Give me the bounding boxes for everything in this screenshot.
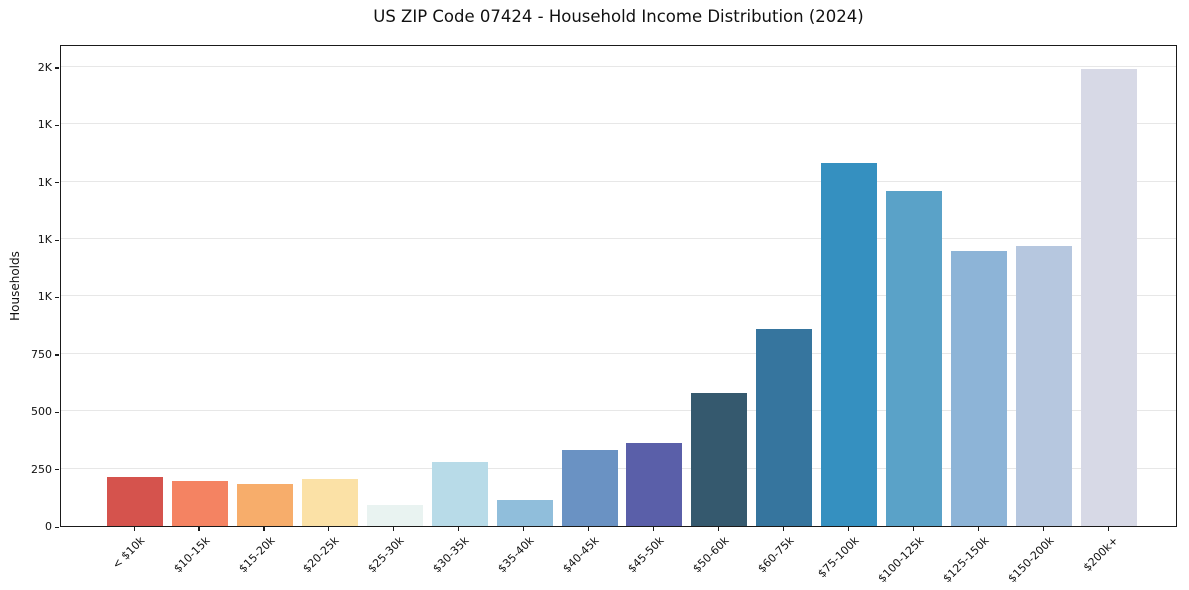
bar-$60-75k xyxy=(756,329,813,526)
y-tick-label: 500 xyxy=(31,405,52,419)
x-tick-mark xyxy=(263,527,265,531)
x-tick-label-text: $100-125k xyxy=(875,534,927,586)
x-tick-label-text: $35-40k xyxy=(495,534,537,576)
chart-title: US ZIP Code 07424 - Household Income Dis… xyxy=(373,7,864,26)
bar-$10-15k xyxy=(171,481,228,526)
y-tick-label: 0 xyxy=(45,520,52,533)
y-tick-mark xyxy=(55,411,59,413)
bar-$125-150k xyxy=(951,250,1008,526)
x-tick-mark xyxy=(1107,527,1109,531)
plot-area xyxy=(60,45,1177,527)
x-tick-label-text: $10-15k xyxy=(170,534,213,576)
y-tick-label: 250 xyxy=(31,462,52,476)
x-tick-mark xyxy=(458,527,460,531)
y-axis-label: Households xyxy=(8,251,22,321)
gridline xyxy=(61,123,1176,125)
x-tick-label-text: $25-30k xyxy=(365,534,407,576)
x-tick-label-text: $75-100k xyxy=(815,534,862,581)
y-tick-label: 1K xyxy=(37,233,52,247)
x-tick-mark xyxy=(198,527,200,531)
bar-$150-200k xyxy=(1016,246,1073,526)
bar-$15-20k xyxy=(236,483,293,526)
y-tick-label: 1K xyxy=(37,118,52,132)
x-tick-label-text: $20-25k xyxy=(300,534,342,576)
x-tick-mark xyxy=(523,527,525,531)
x-tick-label-text: $40-45k xyxy=(560,534,602,576)
x-tick-label-text: $30-35k xyxy=(430,534,472,576)
y-tick-label: 750 xyxy=(31,347,52,361)
bar-$75-100k xyxy=(821,163,878,526)
x-tick-label-text: < $10k xyxy=(109,534,148,572)
y-tick-mark xyxy=(55,296,59,299)
y-tick-mark xyxy=(55,526,59,528)
x-tick-mark xyxy=(717,527,720,531)
y-tick-label: 2K xyxy=(37,60,52,74)
x-tick-mark xyxy=(1042,527,1044,531)
bar-$200k+ xyxy=(1081,69,1137,526)
x-tick-mark xyxy=(328,527,330,531)
gridline xyxy=(61,65,1176,67)
bar-$25-30k xyxy=(366,505,423,526)
gridline xyxy=(61,410,1176,412)
x-tick-label-text: $45-50k xyxy=(625,534,667,576)
x-tick-mark xyxy=(782,527,785,531)
x-tick-label-text: $15-20k xyxy=(235,534,278,576)
y-tick-mark xyxy=(55,67,59,69)
bar-$40-45k xyxy=(561,449,618,526)
x-tick-label-text: $200k+ xyxy=(1081,534,1122,575)
gridline xyxy=(61,238,1176,240)
y-tick-mark xyxy=(55,354,59,356)
bar-$35-40k xyxy=(496,499,553,526)
x-tick-label-text: $60-75k xyxy=(755,534,797,576)
x-tick-mark xyxy=(847,527,849,531)
gridline xyxy=(61,467,1176,469)
x-tick-mark xyxy=(133,527,135,531)
x-tick-label-text: $50-60k xyxy=(690,534,732,576)
y-tick-label: 1K xyxy=(37,175,52,189)
x-tick-mark xyxy=(393,527,395,531)
gridline xyxy=(61,352,1176,354)
x-tick-mark xyxy=(912,527,914,531)
y-tick-mark xyxy=(55,239,59,241)
y-tick-mark xyxy=(55,124,59,127)
y-tick-mark xyxy=(55,469,59,471)
x-tick-label-text: $150-200k xyxy=(1005,534,1057,586)
bar-$30-35k xyxy=(431,461,488,526)
bar-$50-60k xyxy=(691,393,748,526)
bar-$45-50k xyxy=(626,442,683,526)
gridline xyxy=(61,180,1176,182)
x-tick-label-text: $125-150k xyxy=(940,534,992,586)
x-tick-mark xyxy=(588,527,590,531)
bar-$100-125k xyxy=(886,191,943,526)
y-tick-label: 1K xyxy=(37,290,52,304)
x-tick-mark xyxy=(977,527,979,531)
bar-$20-25k xyxy=(301,478,358,526)
x-tick-mark xyxy=(652,527,655,531)
y-tick-mark xyxy=(55,182,59,184)
bar-< $10k xyxy=(107,477,163,526)
gridline xyxy=(61,295,1176,297)
